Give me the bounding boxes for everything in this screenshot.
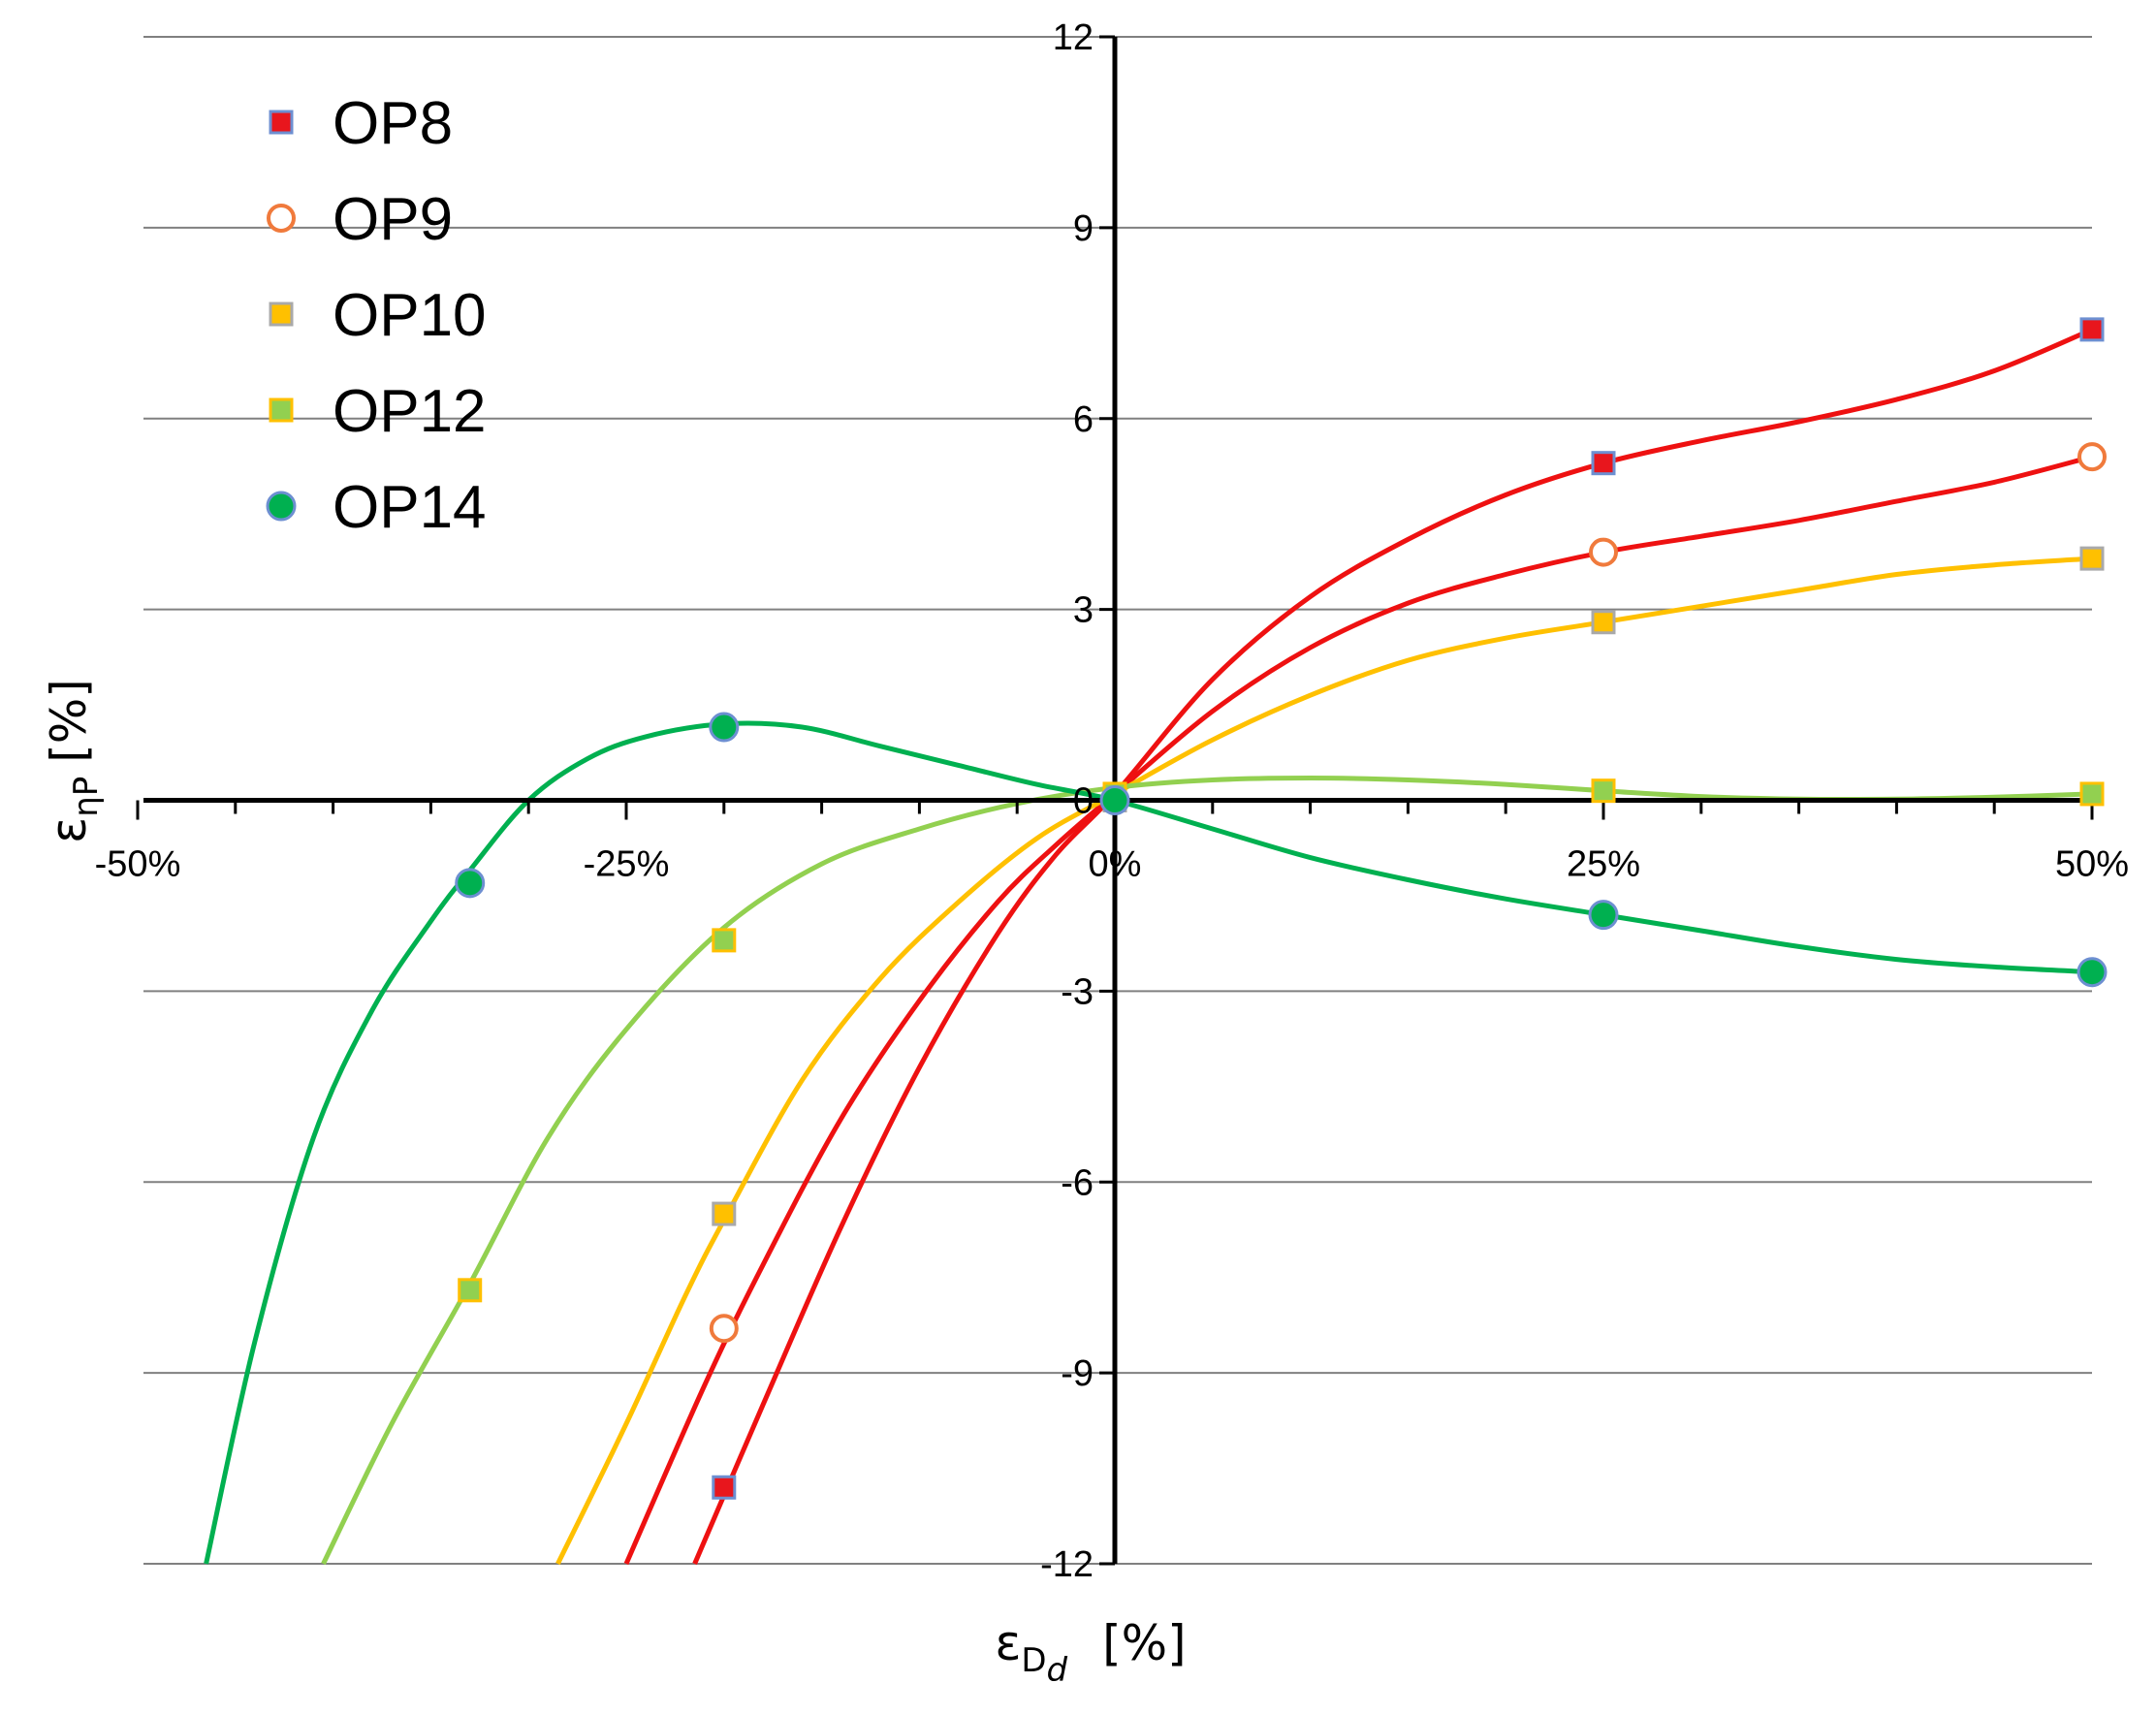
legend-marker-op10 [269,302,294,327]
y-axis-title-subscript: ηP [67,777,106,817]
marker-op12-0 [458,1278,483,1303]
y-tick-label-6: 6 [1073,399,1094,440]
x-axis-title-subsubscript: d [1047,1651,1068,1690]
marker-op9-3 [2077,442,2107,472]
marker-op12-4 [2079,781,2105,807]
marker-op12-3 [1591,778,1616,804]
y-tick-label-2: -6 [1061,1162,1094,1203]
tick-labels: -50% -25% 0% 25% 50% -12 -9 -6 -3 0 3 6 9 12 [95,17,2129,1585]
x-tick-label-4: 50% [2055,844,2129,885]
y-axis-title: εηP [%] [41,679,106,843]
gridlines [143,36,2092,1565]
legend-label-op9: OP9 [333,186,453,253]
legend-marker-op8 [269,110,294,135]
x-tick-label-2: 0% [1089,844,1142,885]
y-axis-title-symbol: ε [41,817,97,843]
x-axis-title-unit: [%] [1102,1615,1187,1671]
y-axis-title-unit: [%] [41,679,97,763]
legend-label-op8: OP8 [333,90,453,157]
legend-label-op12: OP12 [333,378,487,445]
marker-op14-3 [1588,900,1619,931]
y-tick-label-4: 0 [1073,781,1094,822]
series-line-op8 [692,327,2093,1565]
marker-op14-0 [455,868,486,899]
x-axis-title-symbol: ε [995,1615,1021,1671]
y-tick-label-7: 9 [1073,208,1094,249]
series-curves [204,327,2093,1566]
legend-marker-op14 [266,491,297,522]
legend-label-op14: OP14 [333,474,487,541]
marker-op10-2 [1591,610,1616,635]
marker-op10-0 [712,1201,737,1226]
series-line-op12 [321,776,2093,1566]
legend-marker-op9 [267,204,296,233]
y-tick-label-1: -9 [1061,1353,1094,1394]
y-tick-label-8: 12 [1053,17,1094,58]
x-tick-label-3: 25% [1567,844,1640,885]
marker-op8-0 [712,1475,737,1500]
x-axis-title: εDd [%] [995,1615,1186,1690]
marker-op14-1 [709,712,740,743]
marker-op10-3 [2079,546,2105,571]
marker-op8-2 [1591,451,1616,476]
legend-label-op10: OP10 [333,282,487,349]
marker-op14-2 [1099,785,1130,815]
legend: OP8 OP9 OP10 OP12 OP14 [266,90,487,541]
series-line-op14 [204,720,2093,1565]
x-tick-label-0: -50% [95,844,181,885]
marker-op9-2 [1589,537,1618,567]
legend-marker-op12 [269,397,294,423]
series-line-op10 [555,556,2093,1566]
marker-op12-1 [712,928,737,953]
marker-op8-3 [2079,317,2105,342]
y-tick-label-3: -3 [1061,971,1094,1012]
marker-op9-0 [709,1314,739,1344]
series-line-op9 [623,454,2093,1566]
marker-op14-4 [2077,957,2108,988]
x-tick-label-1: -25% [584,844,670,885]
x-axis-title-subscript: D [1021,1641,1046,1680]
y-tick-label-5: 3 [1073,590,1094,631]
y-tick-label-0: -12 [1040,1544,1094,1585]
series-markers [455,317,2108,1500]
